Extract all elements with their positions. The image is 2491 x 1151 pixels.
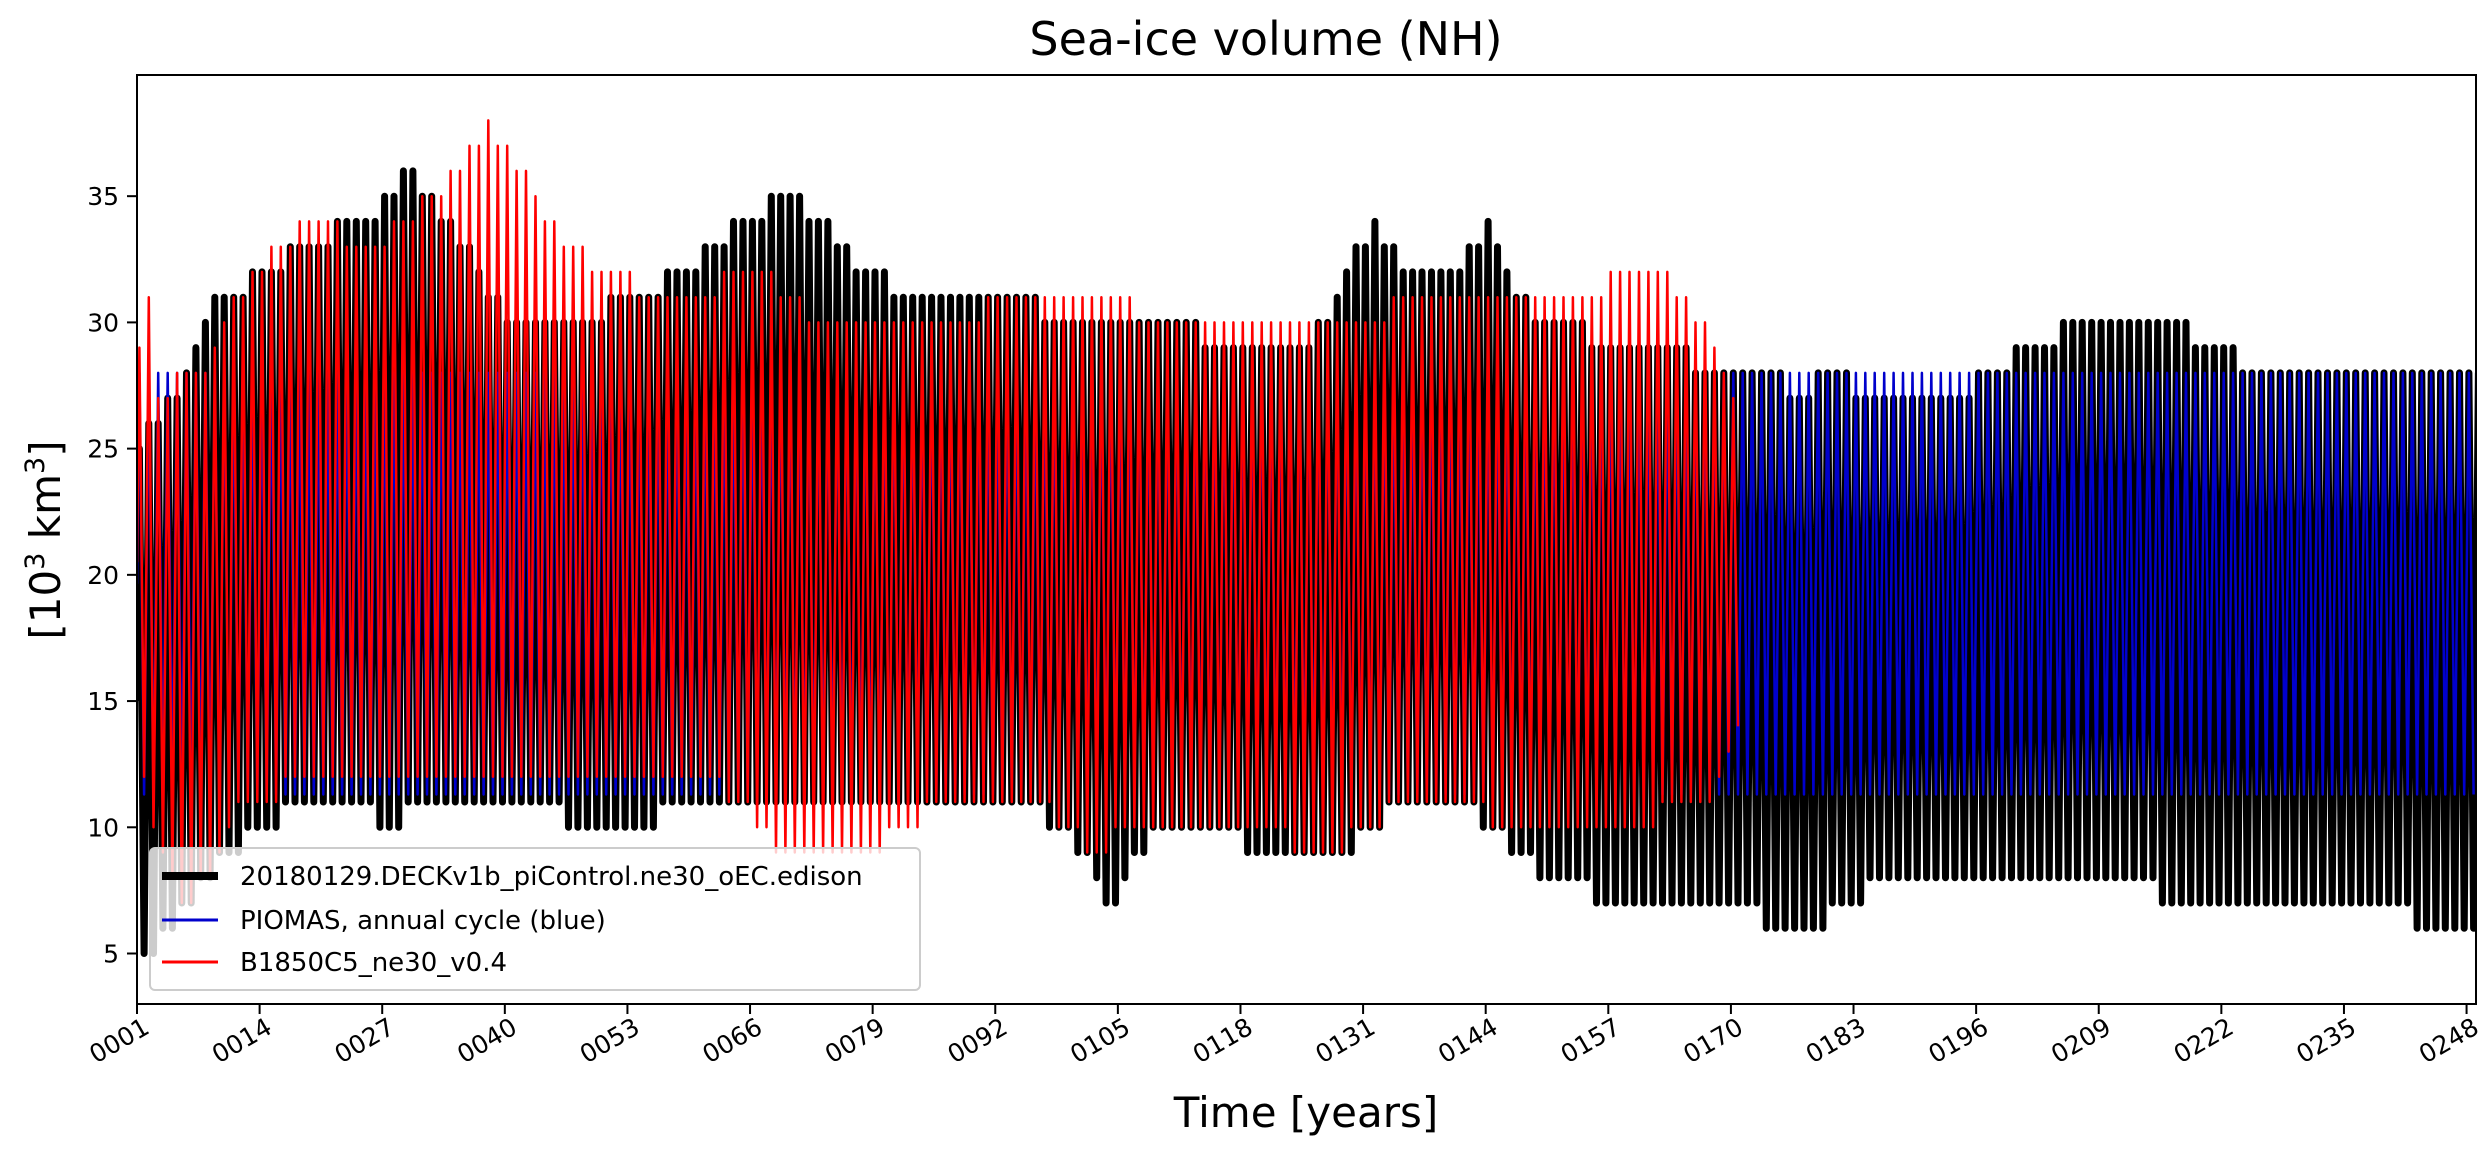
y-tick-label: 15	[87, 687, 119, 716]
x-tick-label: 0014	[207, 1012, 277, 1069]
x-tick-label: 0040	[452, 1012, 522, 1069]
x-tick-label: 0053	[575, 1012, 645, 1069]
legend: 20180129.DECKv1b_piControl.ne30_oEC.edis…	[149, 847, 921, 991]
y-tick-label: 30	[87, 308, 119, 337]
x-axis: 0001 0014 0027 0040 0053 0066 0079 0092 0105 0118…	[84, 1004, 2484, 1069]
x-tick-label: 0183	[1801, 1012, 1871, 1069]
x-axis-label: Time [years]	[1173, 1088, 1439, 1137]
legend-label-b1850: B1850C5_ne30_v0.4	[240, 948, 507, 978]
chart-title: Sea-ice volume (NH)	[1029, 12, 1502, 66]
y-tick-label: 10	[87, 813, 119, 842]
x-tick-label: 0027	[330, 1012, 400, 1069]
y-tick-label: 35	[87, 182, 119, 211]
x-tick-label: 0170	[1678, 1012, 1748, 1069]
x-tick-label: 0092	[943, 1012, 1013, 1069]
series-line-b1850	[137, 119, 1740, 905]
x-tick-label: 0105	[1065, 1012, 1135, 1069]
plot-area-frame	[136, 74, 2477, 1005]
y-tick-label: 5	[103, 940, 119, 969]
legend-box	[149, 847, 921, 991]
legend-label-piomas: PIOMAS, annual cycle (blue)	[240, 906, 606, 936]
x-tick-label: 0066	[697, 1012, 767, 1069]
x-tick-label: 0209	[2046, 1012, 2116, 1069]
y-axis: 5 10 15 20 25 30 35	[87, 182, 137, 969]
y-tick-label: 25	[87, 435, 119, 464]
x-tick-label: 0196	[1924, 1012, 1994, 1069]
legend-label-control: 20180129.DECKv1b_piControl.ne30_oEC.edis…	[240, 862, 863, 892]
series-layer	[137, 119, 2476, 957]
y-tick-label: 20	[87, 561, 119, 590]
x-tick-label: 0157	[1556, 1012, 1626, 1069]
y-axis-label: [103 km3]	[20, 440, 70, 639]
x-tick-label: 0222	[2169, 1012, 2239, 1069]
x-tick-label: 0131	[1310, 1012, 1380, 1069]
x-tick-label: 0118	[1188, 1012, 1258, 1069]
x-tick-label: 0144	[1433, 1012, 1503, 1069]
x-tick-label: 0248	[2414, 1012, 2484, 1069]
x-tick-label: 0001	[84, 1012, 154, 1069]
x-tick-label: 0235	[2291, 1012, 2361, 1069]
x-tick-label: 0079	[820, 1012, 890, 1069]
